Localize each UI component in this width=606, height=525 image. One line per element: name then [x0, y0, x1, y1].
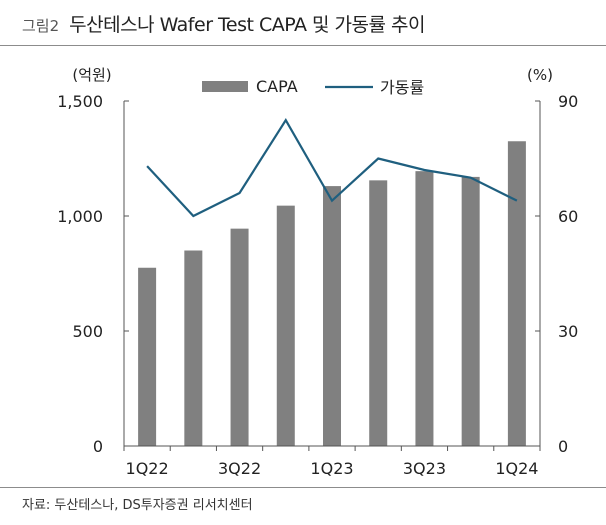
- legend-capa-label: CAPA: [256, 77, 298, 96]
- legend-capa-swatch: [202, 81, 248, 92]
- x-axis-tick-label: 1Q24: [495, 459, 538, 478]
- capa-bar: [276, 205, 295, 446]
- figure-number: 그림2: [22, 17, 60, 35]
- legend: CAPA 가동률: [202, 77, 424, 97]
- ticks-layer: 0 500 1,000 1,500 0 30 60 90 1Q22 3Q22 1Q23 3Q23 1Q2…: [57, 92, 578, 478]
- right-axis-unit: (%): [527, 66, 553, 84]
- figure-title-block: 그림2 두산테스나 Wafer Test CAPA 및 가동률 추이: [22, 10, 425, 37]
- left-axis-tick-label: 500: [72, 322, 103, 341]
- x-axis-tick-label: 1Q23: [310, 459, 353, 478]
- capa-bar: [415, 171, 434, 446]
- top-rule: [0, 45, 606, 46]
- source-note: 자료: 두산테스나, DS투자증권 리서치센터: [22, 498, 253, 513]
- figure-title: 두산테스나 Wafer Test CAPA 및 가동률 추이: [69, 14, 425, 36]
- capa-bar: [461, 176, 480, 446]
- right-axis-tick-label: 90: [558, 92, 578, 111]
- capa-bar: [230, 228, 249, 446]
- capa-bar: [323, 186, 341, 446]
- x-axis-tick-label: 3Q22: [218, 459, 261, 478]
- utilization-line: [146, 118, 518, 218]
- left-axis-unit: (억원): [72, 66, 111, 84]
- capa-bar: [507, 141, 526, 446]
- left-axis-tick-label: 1,500: [57, 92, 103, 111]
- bottom-rule: [0, 487, 606, 488]
- left-axis-tick-label: 0: [93, 437, 103, 456]
- x-axis-tick-label: 1Q22: [126, 459, 169, 478]
- chart: 0 500 1,000 1,500 0 30 60 90 1Q22 3Q22 1Q23 3Q23 1Q2…: [57, 66, 578, 478]
- right-axis-tick-label: 60: [558, 207, 578, 226]
- left-axis-tick-label: 1,000: [57, 207, 103, 226]
- legend-utilization-label: 가동률: [380, 78, 424, 97]
- x-axis-tick-label: 3Q23: [403, 459, 446, 478]
- axes-layer: [123, 101, 541, 447]
- right-axis-tick-label: 30: [558, 322, 578, 341]
- bars-layer: [138, 141, 526, 446]
- capa-bar: [138, 267, 157, 446]
- capa-bar: [369, 180, 388, 446]
- right-axis-tick-label: 0: [558, 437, 568, 456]
- capa-bar: [184, 250, 203, 446]
